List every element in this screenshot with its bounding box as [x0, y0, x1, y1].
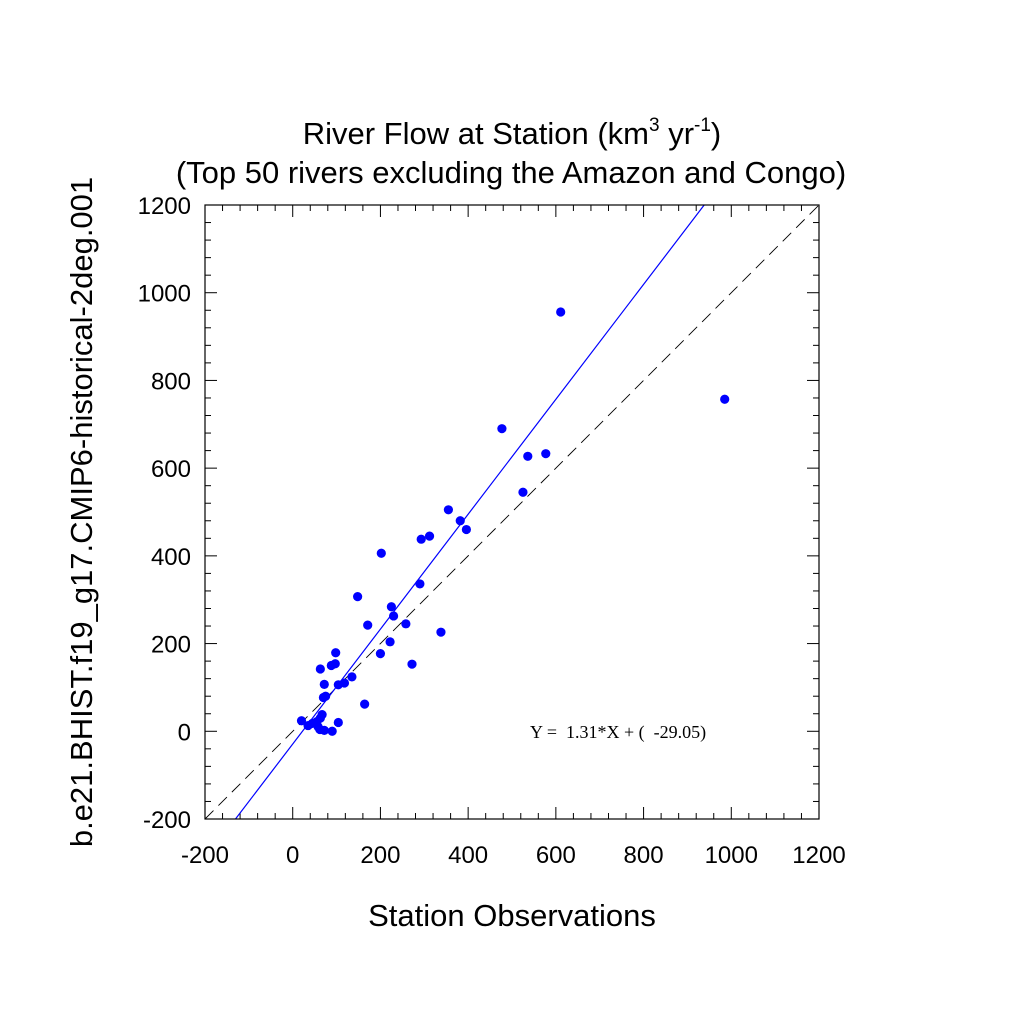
data-point — [436, 627, 446, 637]
y-tick-label: -200 — [143, 807, 191, 834]
data-point — [518, 487, 528, 497]
data-point — [455, 516, 465, 526]
x-axis-label: Station Observations — [368, 898, 656, 933]
regression-equation: Y = 1.31*X + ( -29.05) — [530, 722, 706, 743]
title-superscript-3: 3 — [649, 115, 660, 136]
x-tick-label: 400 — [448, 842, 488, 869]
data-point — [416, 534, 426, 544]
data-point — [388, 611, 399, 621]
data-point — [386, 602, 396, 612]
data-point — [347, 672, 357, 682]
chart-title-line1: River Flow at Station (km3 yr-1) — [303, 115, 722, 151]
x-tick-label: 600 — [536, 842, 576, 869]
data-point — [331, 648, 341, 658]
data-point — [326, 660, 336, 671]
data-point — [443, 505, 454, 515]
x-tick-label: 800 — [624, 842, 664, 869]
y-tick-label: 1000 — [138, 281, 191, 308]
data-point — [319, 679, 329, 689]
axis-tick-labels: -200 0 200 400 600 800 1000 1200 -200 0 200 400 600 8… — [138, 193, 846, 869]
data-point — [315, 664, 325, 674]
regression-line — [235, 204, 705, 820]
data-point — [303, 720, 313, 731]
data-point — [319, 725, 329, 736]
plot-frame — [204, 204, 820, 820]
one-to-one-reference-line — [204, 204, 820, 820]
x-tick-label: 1000 — [705, 842, 758, 869]
y-tick-label: 800 — [151, 368, 191, 395]
data-point — [541, 449, 551, 459]
data-point — [363, 620, 373, 630]
data-point — [424, 531, 435, 541]
data-point — [375, 649, 386, 659]
data-point — [523, 451, 533, 461]
y-tick-label: 400 — [151, 544, 191, 571]
x-tick-label: 0 — [286, 842, 299, 869]
data-point — [333, 717, 343, 728]
data-point — [353, 592, 363, 602]
x-tick-label: -200 — [181, 842, 229, 869]
title-superscript-minus1: -1 — [694, 115, 711, 136]
data-point — [318, 692, 329, 703]
data-point — [497, 424, 507, 434]
y-tick-label: 200 — [151, 632, 191, 659]
data-point — [461, 524, 471, 535]
x-tick-label: 1200 — [792, 842, 845, 869]
data-point — [360, 699, 370, 709]
data-point — [407, 659, 417, 669]
data-point — [556, 307, 566, 317]
data-point — [333, 680, 343, 690]
y-tick-label: 1200 — [138, 193, 191, 220]
data-points — [296, 307, 730, 736]
data-point — [296, 716, 307, 726]
data-point — [720, 394, 730, 404]
chart-lines — [204, 204, 820, 820]
chart-title-line2: (Top 50 rivers excluding the Amazon and … — [176, 155, 846, 190]
y-axis-label: b.e21.BHIST.f19_g17.CMIP6-historical-2de… — [64, 177, 99, 847]
y-tick-label: 0 — [178, 719, 191, 746]
data-point — [401, 619, 411, 629]
x-tick-label: 200 — [360, 842, 400, 869]
data-point — [376, 548, 386, 558]
data-point — [327, 726, 337, 736]
data-point — [415, 579, 425, 589]
y-tick-label: 600 — [151, 456, 191, 483]
data-point — [385, 637, 395, 647]
